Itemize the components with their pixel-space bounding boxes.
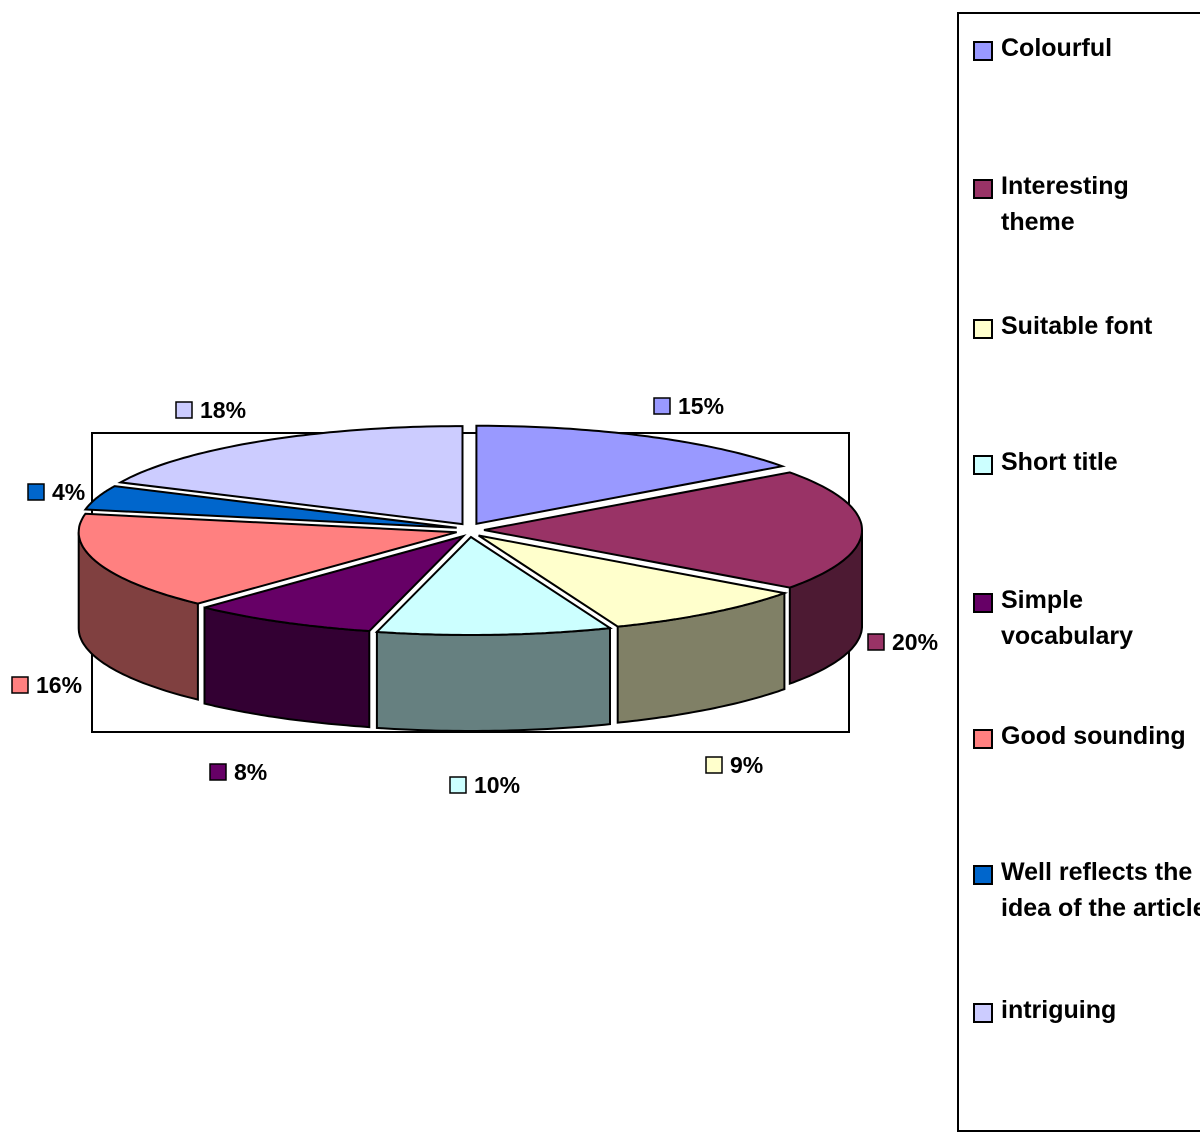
data-label-swatch: [653, 397, 671, 415]
data-label-swatch: [209, 763, 227, 781]
data-label-swatch: [27, 483, 45, 501]
pie-slice: [83, 485, 457, 529]
legend-label: Short title: [1001, 448, 1118, 476]
pie-slice: [204, 534, 467, 633]
legend-item: Good sounding: [973, 722, 1200, 754]
legend-swatch: [973, 41, 993, 61]
data-label: 20%: [892, 629, 938, 655]
legend-label: Simple vocabulary: [1001, 586, 1134, 650]
legend-label: Well reflects the idea of the article: [1001, 858, 1200, 922]
data-label-swatch: [449, 776, 467, 794]
pie-slice: [483, 471, 864, 589]
legend-swatch: [973, 1003, 993, 1023]
legend-label: Colourful: [1001, 34, 1113, 62]
pie-slice: [374, 535, 613, 636]
legend-swatch: [973, 593, 993, 613]
legend-swatch: [973, 455, 993, 475]
data-label-swatch: [11, 676, 29, 694]
legend: Colourful Interesting theme Suitable font S…: [957, 12, 1200, 1132]
data-label-swatch: [867, 633, 885, 651]
legend-label: intriguing: [1001, 996, 1117, 1024]
legend-swatch: [973, 729, 993, 749]
data-label: 8%: [234, 759, 267, 785]
pie-slice: [117, 425, 464, 526]
legend-label: Suitable font: [1001, 312, 1153, 340]
pie-slice-side: [375, 626, 611, 732]
data-label-swatch: [705, 756, 723, 774]
pie-slice: [478, 534, 789, 628]
pie-slice: [77, 512, 457, 605]
legend-item: Interesting theme: [973, 172, 1200, 240]
legend-item: Well reflects the idea of the article: [973, 858, 1200, 926]
legend-swatch: [973, 865, 993, 885]
data-label: 18%: [200, 397, 246, 423]
legend-swatch: [973, 319, 993, 339]
data-label: 10%: [474, 772, 520, 798]
data-label: 16%: [36, 672, 82, 698]
legend-item: Short title: [973, 448, 1200, 480]
legend-label: Interesting theme: [1001, 172, 1129, 236]
legend-item: Suitable font: [973, 312, 1200, 344]
pie-slice: [475, 424, 786, 526]
data-label-swatch: [175, 401, 193, 419]
legend-item: intriguing: [973, 996, 1200, 1028]
data-label: 9%: [730, 752, 763, 778]
legend-swatch: [973, 179, 993, 199]
data-label: 15%: [678, 393, 724, 419]
legend-item: Colourful: [973, 34, 1200, 66]
legend-item: Simple vocabulary: [973, 586, 1200, 654]
legend-label: Good sounding: [1001, 722, 1186, 750]
data-label: 4%: [52, 479, 85, 505]
